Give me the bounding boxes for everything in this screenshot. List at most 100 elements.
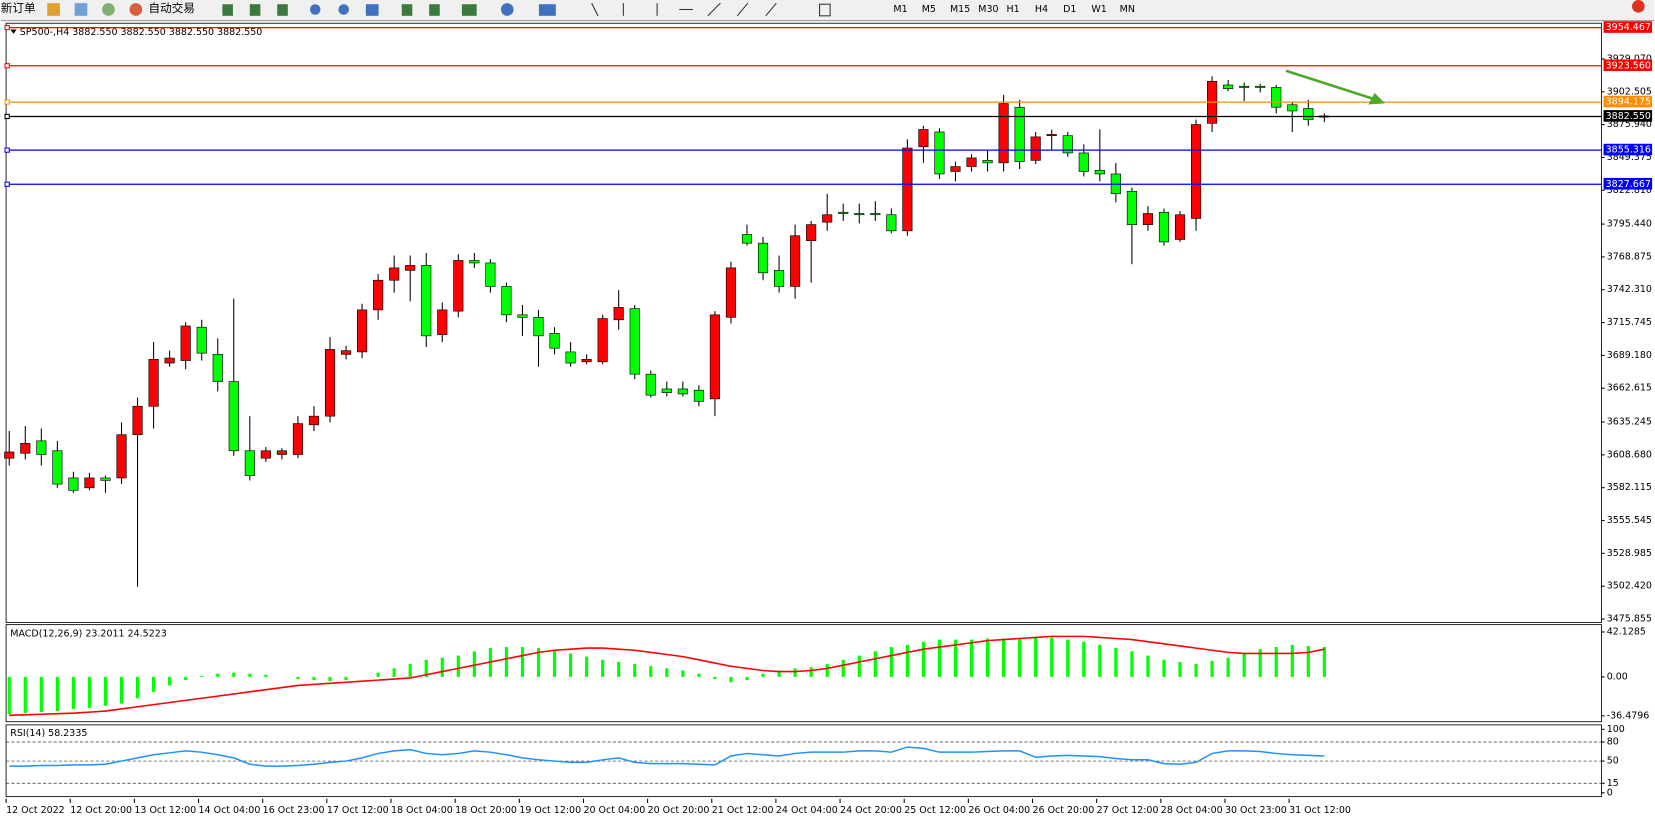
timeframe[interactable]: H4 bbox=[1035, 4, 1048, 15]
x-tick-label: 12 Oct 2022 bbox=[6, 805, 65, 816]
icon[interactable] bbox=[765, 2, 777, 17]
candle-body bbox=[1094, 169, 1105, 175]
level-handle bbox=[4, 113, 10, 120]
macd-bar bbox=[23, 676, 27, 714]
macd-bar bbox=[1162, 659, 1166, 677]
auto-trade-icon[interactable] bbox=[129, 3, 143, 16]
candle-body bbox=[1190, 124, 1202, 219]
icon[interactable] bbox=[74, 3, 88, 16]
y-tick-label: 3582.115 bbox=[1607, 482, 1652, 493]
auto-trade[interactable]: 自动交易 bbox=[149, 1, 195, 15]
macd-bar bbox=[119, 676, 124, 704]
candle-body bbox=[244, 450, 255, 476]
candle-body bbox=[84, 477, 95, 489]
candle-body bbox=[517, 314, 528, 318]
macd-bar bbox=[1018, 638, 1022, 677]
level-label-bg bbox=[1603, 177, 1653, 190]
macd-bar bbox=[200, 675, 204, 677]
icon[interactable] bbox=[401, 4, 413, 16]
x-tick-label: 30 Oct 23:00 bbox=[1225, 805, 1287, 816]
icon[interactable] bbox=[429, 4, 440, 16]
icon[interactable] bbox=[277, 4, 288, 16]
macd-bar bbox=[408, 664, 412, 677]
macd-bar bbox=[905, 644, 909, 677]
candle-body bbox=[485, 262, 496, 287]
candle-body bbox=[1030, 136, 1041, 161]
candle-body bbox=[52, 450, 63, 485]
candle-body bbox=[1271, 87, 1282, 108]
x-tick-label: 21 Oct 12:00 bbox=[712, 805, 774, 816]
macd-bar bbox=[1322, 647, 1326, 677]
timeframe[interactable]: MN bbox=[1120, 4, 1135, 15]
candle-body bbox=[806, 224, 817, 242]
icon[interactable] bbox=[309, 4, 321, 15]
x-tick-label: 16 Oct 23:00 bbox=[263, 805, 325, 816]
timeframe[interactable]: M5 bbox=[922, 4, 936, 15]
macd-bar bbox=[809, 667, 813, 677]
x-tick-label: 19 Oct 12:00 bbox=[519, 805, 581, 816]
macd-bar bbox=[729, 676, 733, 683]
x-tick-label: 13 Oct 12:00 bbox=[134, 805, 196, 816]
candle-body bbox=[389, 267, 400, 281]
icon[interactable] bbox=[538, 4, 556, 16]
candle-body bbox=[1303, 108, 1314, 120]
icon[interactable] bbox=[819, 3, 831, 17]
timeframe[interactable]: M15 bbox=[950, 4, 970, 15]
icon[interactable] bbox=[500, 3, 514, 16]
macd-bar bbox=[312, 676, 316, 681]
candle-body bbox=[838, 211, 849, 214]
macd-bar bbox=[296, 676, 300, 680]
macd-bar bbox=[376, 672, 380, 677]
icon[interactable] bbox=[222, 4, 233, 16]
macd-bar bbox=[1098, 644, 1102, 677]
icon[interactable] bbox=[707, 2, 721, 17]
timeframe[interactable]: W1 bbox=[1091, 4, 1106, 15]
x-tick-label: 27 Oct 12:00 bbox=[1097, 805, 1159, 816]
new-order[interactable]: 新订单 bbox=[1, 1, 36, 15]
level-label: 3894.175 bbox=[1606, 97, 1651, 108]
macd-bar bbox=[585, 656, 589, 677]
macd-bar bbox=[520, 647, 525, 677]
macd-bar bbox=[617, 661, 621, 677]
macd-bar bbox=[1210, 660, 1214, 677]
icon[interactable] bbox=[102, 3, 115, 16]
candle-body bbox=[437, 309, 448, 335]
x-tick-label: 26 Oct 20:00 bbox=[1033, 805, 1095, 816]
icon[interactable] bbox=[461, 4, 477, 16]
candle-body bbox=[116, 434, 127, 479]
macd-bar bbox=[216, 673, 220, 677]
y-tick-label: 3528.985 bbox=[1607, 548, 1652, 559]
icon[interactable] bbox=[365, 4, 379, 16]
signal-line bbox=[9, 635, 1325, 717]
icon[interactable] bbox=[338, 4, 349, 15]
timeframe[interactable]: M1 bbox=[893, 4, 907, 15]
toolbar: 新订单 自动交易 M1 M5 M15 M30 bbox=[0, 0, 1655, 22]
candle-body bbox=[1142, 213, 1154, 225]
candle-body bbox=[1078, 152, 1089, 172]
level-label-bg bbox=[1603, 21, 1653, 33]
timeframe[interactable]: H1 bbox=[1007, 4, 1020, 15]
macd-bar bbox=[456, 655, 460, 677]
candle-body bbox=[902, 147, 913, 232]
y-tick-label: 15 bbox=[1607, 778, 1619, 789]
timeframe[interactable]: D1 bbox=[1063, 4, 1076, 15]
macd-bar bbox=[472, 651, 476, 677]
x-tick-label: 18 Oct 20:00 bbox=[455, 805, 517, 816]
notification-icon[interactable] bbox=[1632, 0, 1645, 13]
icon[interactable] bbox=[736, 2, 749, 17]
candle-body bbox=[132, 405, 143, 436]
timeframe[interactable]: M30 bbox=[978, 4, 998, 15]
candle-body bbox=[260, 450, 271, 459]
icon[interactable] bbox=[591, 2, 599, 17]
y-tick-label: 3608.680 bbox=[1607, 449, 1652, 460]
y-tick-label: 3475.855 bbox=[1607, 613, 1652, 624]
candle-body bbox=[661, 388, 672, 394]
icon[interactable] bbox=[249, 4, 261, 16]
x-tick-label: 12 Oct 20:00 bbox=[70, 805, 132, 816]
icon[interactable] bbox=[47, 3, 60, 16]
x-tick-label: 31 Oct 12:00 bbox=[1289, 805, 1351, 816]
candle-body bbox=[645, 373, 656, 396]
level-label-bg bbox=[1603, 143, 1653, 156]
x-tick-label: 14 Oct 04:00 bbox=[199, 805, 261, 816]
